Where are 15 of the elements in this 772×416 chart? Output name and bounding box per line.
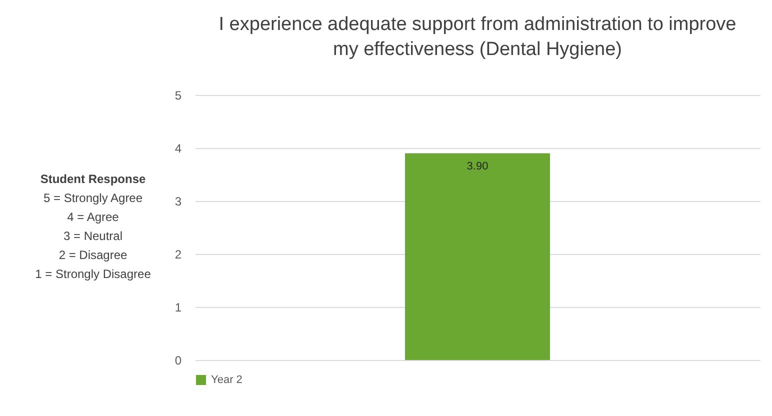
text: 1 = Strongly Disagree (35, 267, 152, 281)
legend-label: Year 2 (211, 374, 242, 386)
text: 4 = Agree (67, 210, 120, 224)
y-tick-label: 2 (174, 248, 182, 262)
y-tick-label: 1 (174, 300, 182, 314)
y-tick-label: 0 (174, 354, 182, 368)
y-tick-label: 4 (174, 142, 182, 156)
y-tick-label: 5 (174, 88, 182, 102)
text: 2 = Disagree (58, 248, 128, 262)
chart-title: I experience adequate support from administration to improve my effectiveness (Dental Hygiene) (218, 14, 736, 60)
text: 5 = Strongly Agree (43, 191, 143, 205)
text: 3.90 (466, 160, 488, 172)
text: Student Response (40, 172, 146, 186)
text: 3 = Neutral (63, 229, 123, 243)
y-tick-label: 3 (174, 194, 182, 208)
